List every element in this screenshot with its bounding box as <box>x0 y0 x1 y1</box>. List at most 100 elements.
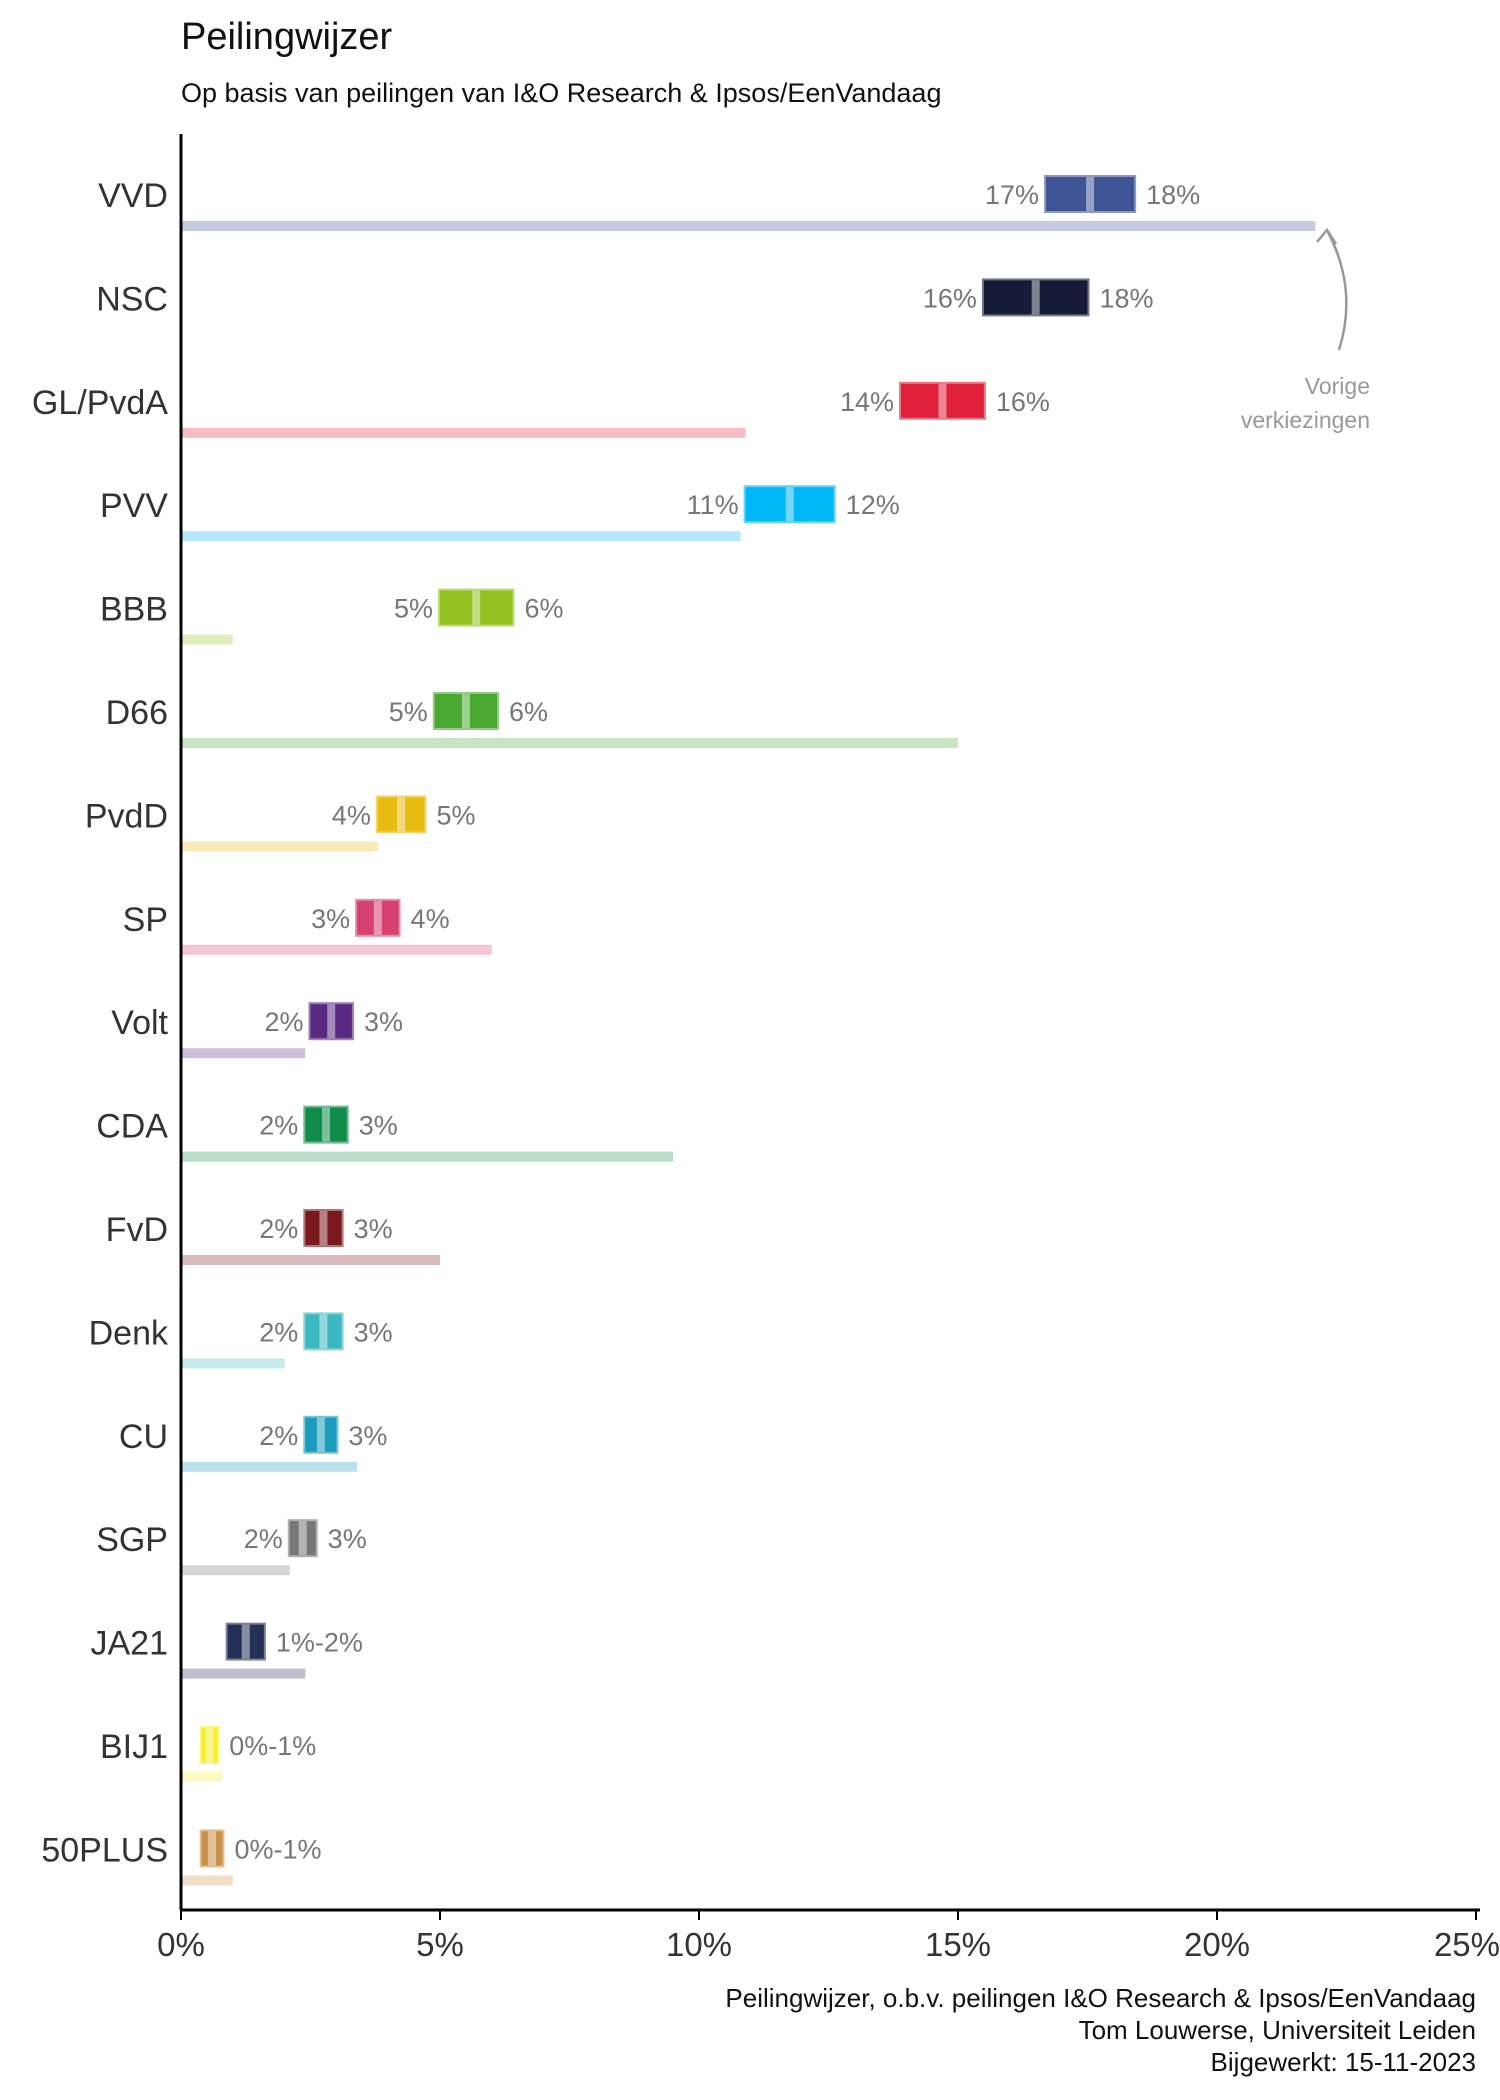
annotation-arrow <box>1326 231 1348 351</box>
previous-bar-cu <box>181 1461 358 1472</box>
party-label-gl-pvda: GL/PvdA <box>32 384 168 422</box>
low-label-fvd: 2% <box>259 1214 298 1244</box>
range-bar-fvd <box>303 1209 344 1247</box>
high-label-sp: 4% <box>411 904 450 934</box>
low-label-pvv: 11% <box>687 490 739 520</box>
party-label-50plus: 50PLUS <box>41 1831 168 1869</box>
range-bar-sp <box>355 898 401 937</box>
range-bar-cda <box>303 1105 349 1144</box>
chart-title: Peilingwijzer <box>181 16 393 58</box>
chart-plot: VVD 17% 18% NSC 16% 18% GL/PvdA 14% 16% PVV 11% 12%… <box>32 134 1500 1960</box>
range-mid-vvd <box>1086 177 1095 211</box>
range-mid-bij1 <box>205 1728 214 1762</box>
party-label-bij1: BIJ1 <box>100 1728 168 1766</box>
chart-subtitle: Op basis van peilingen van I&O Research … <box>181 78 942 108</box>
low-label-nsc: 16% <box>923 283 977 313</box>
range-bar-pvdd <box>375 795 427 834</box>
range-mid-sp <box>373 900 382 935</box>
annotation-arrowhead <box>1316 227 1338 245</box>
range-mid-pvdd <box>397 797 406 832</box>
x-tick-label-15: 15% <box>925 1926 991 1960</box>
high-label-d66: 6% <box>509 697 548 727</box>
previous-bar-pvv <box>181 531 741 542</box>
range-mid-fvd <box>319 1211 328 1245</box>
range-bar-bbb <box>438 588 515 627</box>
low-label-pvdd: 4% <box>332 800 371 830</box>
x-tick-label-5: 5% <box>416 1926 464 1960</box>
low-label-vvd: 17% <box>985 180 1039 210</box>
range-mid-d66 <box>461 694 470 728</box>
low-label-sp: 3% <box>311 904 350 934</box>
range-bar-d66 <box>432 692 499 730</box>
party-label-pvv: PVV <box>100 487 168 525</box>
low-label-cda: 2% <box>259 1111 298 1141</box>
annotation-label-line1: Vorige <box>1305 373 1370 399</box>
high-label-50plus: 0%-1% <box>234 1834 321 1864</box>
range-mid-cu <box>316 1417 325 1452</box>
party-label-d66: D66 <box>106 694 168 732</box>
range-bar-gl-pvda <box>899 381 986 420</box>
high-label-volt: 3% <box>364 1007 403 1037</box>
high-label-cu: 3% <box>348 1421 387 1451</box>
previous-bar-fvd <box>181 1255 440 1265</box>
x-tick-label-10: 10% <box>666 1926 732 1960</box>
range-mid-gl-pvda <box>938 383 947 418</box>
party-label-sgp: SGP <box>96 1521 168 1559</box>
party-label-pvdd: PvdD <box>85 797 168 835</box>
previous-bar-d66 <box>181 738 958 748</box>
caption-updated: Bijgewerkt: 15-11-2023 <box>1210 2047 1476 2077</box>
range-bar-nsc <box>981 278 1090 317</box>
caption-author: Tom Louwerse, Universiteit Leiden <box>1078 2015 1476 2045</box>
x-tick-label-20: 20% <box>1184 1926 1250 1960</box>
range-bar-50plus <box>199 1829 225 1868</box>
range-mid-ja21 <box>241 1624 250 1659</box>
range-bar-volt <box>308 1002 354 1041</box>
previous-bar-pvdd <box>181 841 378 852</box>
range-mid-bbb <box>472 590 481 625</box>
low-label-sgp: 2% <box>244 1524 283 1554</box>
high-label-denk: 3% <box>354 1317 393 1347</box>
party-label-ja21: JA21 <box>91 1625 169 1663</box>
range-mid-sgp <box>298 1521 307 1556</box>
high-label-bij1: 0%-1% <box>229 1731 316 1761</box>
party-label-nsc: NSC <box>96 280 168 318</box>
high-label-fvd: 3% <box>354 1214 393 1244</box>
high-label-sgp: 3% <box>328 1524 367 1554</box>
range-mid-denk <box>319 1314 328 1349</box>
low-label-volt: 2% <box>264 1007 303 1037</box>
party-label-cu: CU <box>119 1418 168 1456</box>
party-label-sp: SP <box>123 901 168 939</box>
high-label-ja21: 1%-2% <box>276 1628 363 1658</box>
low-label-bbb: 5% <box>394 594 433 624</box>
party-label-volt: Volt <box>111 1004 168 1042</box>
party-label-cda: CDA <box>96 1108 168 1146</box>
low-label-d66: 5% <box>389 697 428 727</box>
high-label-pvdd: 5% <box>436 800 475 830</box>
annotation-label-line2: verkiezingen <box>1241 407 1370 433</box>
previous-bar-sp <box>181 944 492 955</box>
party-label-bbb: BBB <box>100 591 168 629</box>
party-label-fvd: FvD <box>106 1211 168 1249</box>
range-bar-ja21 <box>225 1622 266 1661</box>
x-tick-label-25: 25% <box>1434 1926 1500 1960</box>
high-label-bbb: 6% <box>525 594 564 624</box>
high-label-nsc: 18% <box>1100 283 1154 313</box>
previous-bar-cda <box>181 1151 674 1162</box>
range-bar-vvd <box>1044 175 1137 213</box>
x-tick-label-0: 0% <box>157 1926 205 1960</box>
high-label-gl-pvda: 16% <box>996 387 1050 417</box>
caption-source: Peilingwijzer, o.b.v. peilingen I&O Rese… <box>725 1983 1476 2013</box>
previous-bar-gl-pvda <box>181 427 746 438</box>
range-bar-pvv <box>743 485 836 524</box>
range-mid-50plus <box>208 1831 217 1866</box>
range-bar-denk <box>303 1312 344 1351</box>
range-bar-bij1 <box>199 1726 220 1764</box>
party-label-vvd: VVD <box>98 177 168 215</box>
high-label-pvv: 12% <box>846 490 900 520</box>
high-label-cda: 3% <box>359 1111 398 1141</box>
previous-bar-50plus <box>181 1875 233 1886</box>
low-label-gl-pvda: 14% <box>840 387 894 417</box>
previous-bar-denk <box>181 1358 285 1369</box>
low-label-denk: 2% <box>259 1317 298 1347</box>
range-bar-sgp <box>287 1519 318 1558</box>
